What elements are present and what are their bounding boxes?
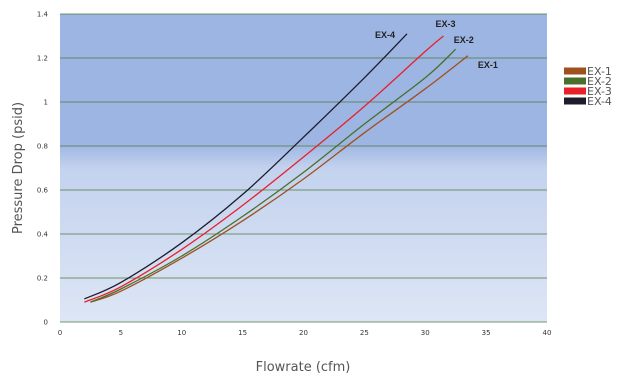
series-label-ex-4: EX-4 xyxy=(375,30,395,40)
series-line-ex-1 xyxy=(90,55,469,303)
legend-swatch-ex-3 xyxy=(564,87,586,95)
y-tick-label: 0.8 xyxy=(37,143,48,151)
y-tick-label: 1.2 xyxy=(37,55,48,63)
x-tick-label: 25 xyxy=(360,329,369,337)
legend-label-ex-4: EX-4 xyxy=(587,95,612,108)
legend-label-ex-3: EX-3 xyxy=(587,85,612,98)
legend-swatch-ex-1 xyxy=(564,67,586,75)
series-line-ex-4 xyxy=(84,33,408,300)
series-label-ex-2: EX-2 xyxy=(454,35,474,45)
x-tick-label: 15 xyxy=(238,329,247,337)
legend-swatch-ex-2 xyxy=(564,77,586,85)
y-tick-label: 1 xyxy=(44,99,48,107)
series-label-ex-1: EX-1 xyxy=(478,60,498,70)
y-tick-label: 0.4 xyxy=(37,231,49,239)
x-tick-label: 0 xyxy=(58,329,62,337)
y-tick-label: 1.4 xyxy=(37,11,49,19)
x-tick-label: 5 xyxy=(119,329,123,337)
legend-swatch-ex-4 xyxy=(564,97,586,105)
legend-label-ex-1: EX-1 xyxy=(587,65,612,78)
y-tick-label: 0.2 xyxy=(37,275,48,283)
series-label-ex-3: EX-3 xyxy=(436,19,456,29)
series-line-ex-3 xyxy=(84,35,444,303)
x-axis-title: Flowrate (cfm) xyxy=(256,360,351,374)
y-tick-label: 0.6 xyxy=(37,187,49,195)
x-tick-label: 40 xyxy=(543,329,552,337)
x-tick-label: 10 xyxy=(177,329,186,337)
x-tick-label: 30 xyxy=(421,329,430,337)
x-tick-label: 20 xyxy=(299,329,308,337)
y-tick-label: 0 xyxy=(44,319,48,327)
y-axis-title: Pressure Drop (psid) xyxy=(11,102,26,234)
legend-label-ex-2: EX-2 xyxy=(587,75,612,88)
x-tick-label: 35 xyxy=(482,329,491,337)
series-line-ex-2 xyxy=(90,48,457,303)
